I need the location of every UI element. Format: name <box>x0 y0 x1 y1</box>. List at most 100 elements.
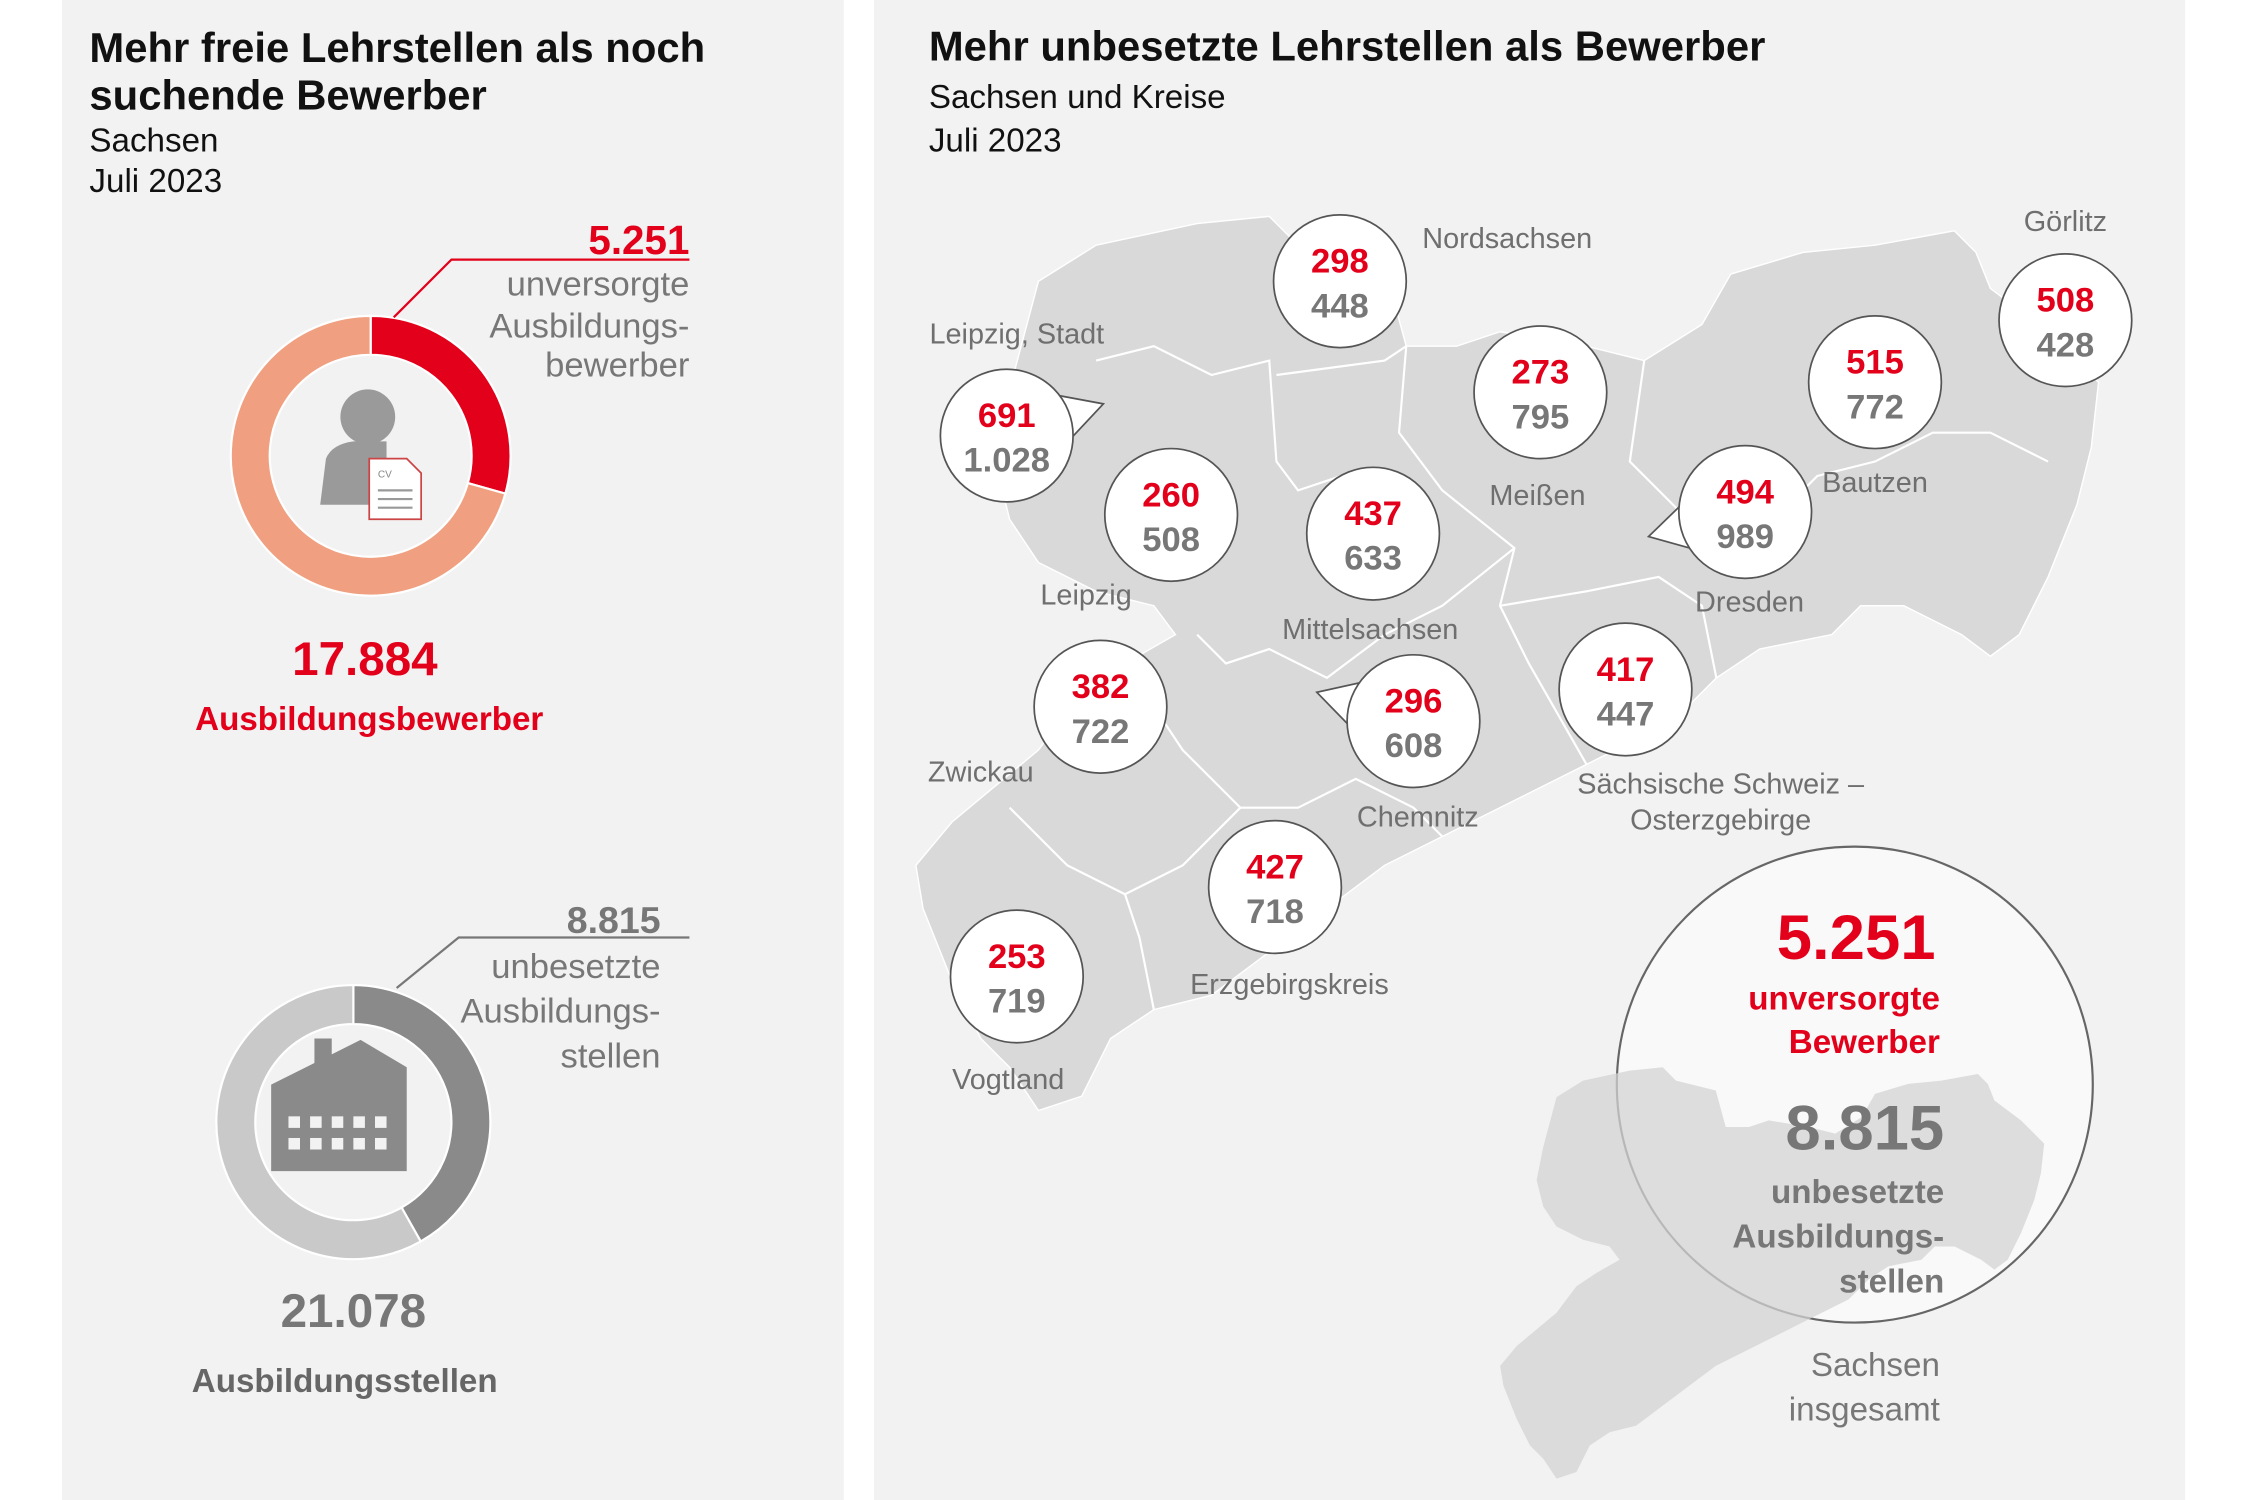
district-vacant-value: 989 <box>1716 518 1774 556</box>
bubble-circle <box>1305 466 1441 601</box>
district-vacant-value: 718 <box>1246 893 1304 931</box>
person-cv-icon: CV <box>320 389 423 521</box>
bubble-fill <box>941 370 1072 501</box>
district-unplaced-value: 508 <box>2037 282 2095 320</box>
bubble-fill <box>1348 656 1479 787</box>
building-icon <box>271 1038 407 1172</box>
district-bubble: 691 1.028 <box>939 368 1106 503</box>
district-vacant-value: 448 <box>1311 287 1369 325</box>
right-date: Juli 2023 <box>929 122 1062 159</box>
vacant-label-2: Ausbildungs- <box>460 993 660 1031</box>
bubble-circle <box>1558 622 1693 757</box>
summary-unplaced-value: 5.251 <box>1777 903 1936 973</box>
vacant-value: 8.815 <box>567 899 661 941</box>
bubble-circle <box>1207 819 1343 955</box>
left-title-line1: Mehr freie Lehrstellen als noch <box>89 24 705 71</box>
bubble-circle <box>949 909 1085 1044</box>
bubble-circle <box>1272 214 1408 349</box>
district-vacant-value: 508 <box>1142 521 1200 559</box>
slice-vacant-positions <box>352 984 492 1243</box>
applicants-total: 17.884 <box>292 633 438 686</box>
unplaced-leader-line <box>392 258 690 319</box>
summary-circle <box>1500 845 2094 1479</box>
applicants-donut <box>229 314 512 597</box>
district-unplaced-value: 260 <box>1142 476 1200 514</box>
summary-region-2: insgesamt <box>1789 1392 1940 1429</box>
positions-total-label: Ausbildungsstellen <box>192 1363 498 1400</box>
summary-vacant-label-1: unbesetzte <box>1771 1174 1944 1211</box>
slice-filled-positions <box>215 984 423 1261</box>
district-vacant-value: 447 <box>1597 695 1655 733</box>
district-name-label: Chemnitz <box>1357 801 1479 833</box>
district-vacant-value: 772 <box>1846 388 1904 426</box>
district-vacant-value: 633 <box>1344 540 1402 578</box>
left-date: Juli 2023 <box>89 163 222 200</box>
bubble-fill <box>1680 447 1811 577</box>
bubble-circle <box>1998 252 2133 388</box>
district-unplaced-value: 515 <box>1846 344 1904 382</box>
right-subtitle: Sachsen und Kreise <box>929 79 1226 116</box>
summary-vacant-label-3: stellen <box>1839 1263 1944 1300</box>
district-vacant-value: 1.028 <box>963 442 1050 480</box>
district-unplaced-value: 382 <box>1072 668 1130 706</box>
district-unplaced-value: 253 <box>988 938 1046 976</box>
district-unplaced-value: 691 <box>978 397 1036 435</box>
summary-unplaced-label-2: Bewerber <box>1789 1024 1940 1061</box>
left-subtitle: Sachsen <box>89 122 218 159</box>
bubble-circle <box>1033 639 1168 774</box>
vacant-label-1: unbesetzte <box>491 948 660 986</box>
bubble-circle <box>1807 315 1943 450</box>
district-vacant-value: 428 <box>2037 326 2095 364</box>
district-name-label: Meißen <box>1489 480 1585 512</box>
district-vacant-value: 722 <box>1072 713 1130 751</box>
district-name-label: Erzgebirgskreis <box>1190 969 1389 1001</box>
applicants-total-label: Ausbildungsbewerber <box>195 701 543 738</box>
unplaced-value: 5.251 <box>588 217 689 263</box>
unplaced-label-3: bewerber <box>545 346 689 384</box>
district-name-label: Bautzen <box>1822 467 1928 499</box>
district-name-label: Nordsachsen <box>1422 223 1592 255</box>
summary-unplaced-label-1: unversorgte <box>1748 981 1940 1018</box>
slice-placed-applicants <box>229 314 507 597</box>
district-name-label: Sächsische Schweiz – <box>1577 768 1865 800</box>
bubble-circle <box>1473 325 1608 460</box>
left-title-line2: suchende Bewerber <box>89 72 486 119</box>
unplaced-label-2: Ausbildungs- <box>489 308 689 346</box>
district-vacant-value: 719 <box>988 983 1046 1021</box>
vacant-label-3: stellen <box>561 1037 661 1075</box>
district-unplaced-value: 298 <box>1311 243 1369 281</box>
vacant-leader-line <box>395 936 690 989</box>
district-name-label-2: Osterzgebirge <box>1630 804 1811 836</box>
unplaced-label-1: unversorgte <box>507 266 690 304</box>
positions-donut <box>215 984 492 1261</box>
district-name-label: Zwickau <box>928 757 1034 789</box>
district-vacant-value: 795 <box>1512 398 1570 436</box>
district-name-label: Görlitz <box>2024 206 2107 238</box>
positions-total: 21.078 <box>281 1285 427 1338</box>
district-unplaced-value: 273 <box>1512 354 1570 392</box>
district-unplaced-value: 296 <box>1385 683 1443 721</box>
district-name-label: Leipzig <box>1040 579 1131 611</box>
district-name-label: Leipzig, Stadt <box>929 318 1104 350</box>
district-unplaced-value: 437 <box>1344 495 1402 533</box>
bubble-circle <box>1103 447 1239 583</box>
summary-region-1: Sachsen <box>1811 1347 1940 1384</box>
district-borders <box>1008 345 2049 1010</box>
district-unplaced-value: 494 <box>1716 473 1774 511</box>
svg-text:CV: CV <box>378 469 392 480</box>
right-title: Mehr unbesetzte Lehrstellen als Bewerber <box>929 23 1766 70</box>
summary-vacant-value: 8.815 <box>1785 1094 1944 1164</box>
district-unplaced-value: 417 <box>1597 651 1655 689</box>
